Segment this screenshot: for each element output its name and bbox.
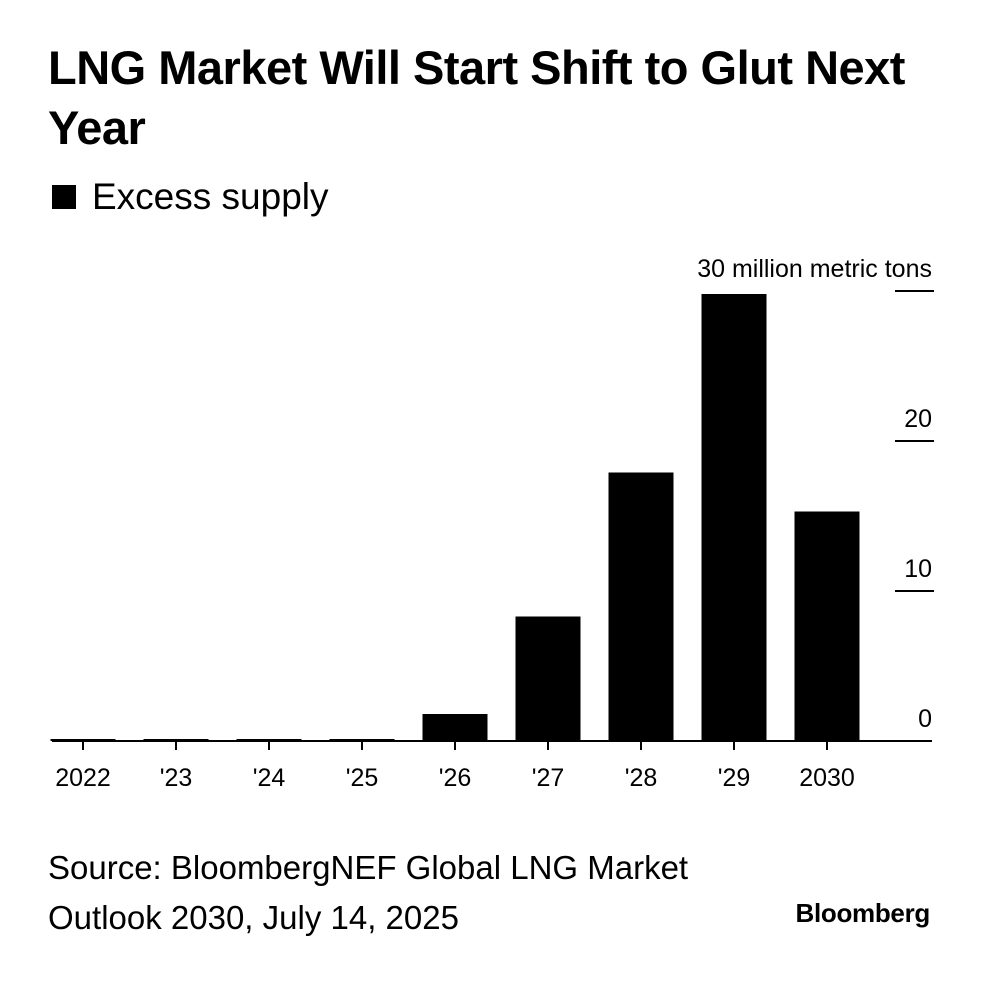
x-tick-label: 2030 (799, 764, 855, 792)
bloomberg-logo: Bloomberg (795, 898, 930, 928)
x-tick-label: '29 (718, 764, 751, 792)
x-tick-label: '23 (160, 764, 193, 792)
bar-chart: 0 10 20 30 million metric tons 2022 '23 '24 '25… (50, 255, 934, 792)
x-tick-label: '26 (439, 764, 472, 792)
legend-label: Excess supply (92, 176, 329, 217)
y-tick-label: 20 (904, 405, 932, 433)
bar (422, 714, 488, 741)
x-tick-label: '25 (346, 764, 379, 792)
x-tick-label: '27 (532, 764, 565, 792)
bar (608, 472, 674, 741)
x-tick-label: '28 (625, 764, 658, 792)
y-tick-label: 30 million metric tons (697, 255, 932, 283)
chart-title: LNG Market Will Start Shift to Glut Next… (48, 41, 905, 154)
source-note: Source: BloombergNEF Global LNG Market O… (48, 849, 689, 936)
y-tick-label: 10 (904, 555, 932, 583)
legend-swatch-icon (52, 185, 76, 209)
bar (701, 294, 767, 741)
bar (515, 616, 581, 741)
legend: Excess supply (52, 176, 329, 218)
bar (794, 511, 860, 741)
x-tick-label: 2022 (55, 764, 111, 792)
x-tick-label: '24 (253, 764, 286, 792)
y-tick-label: 0 (918, 705, 932, 733)
